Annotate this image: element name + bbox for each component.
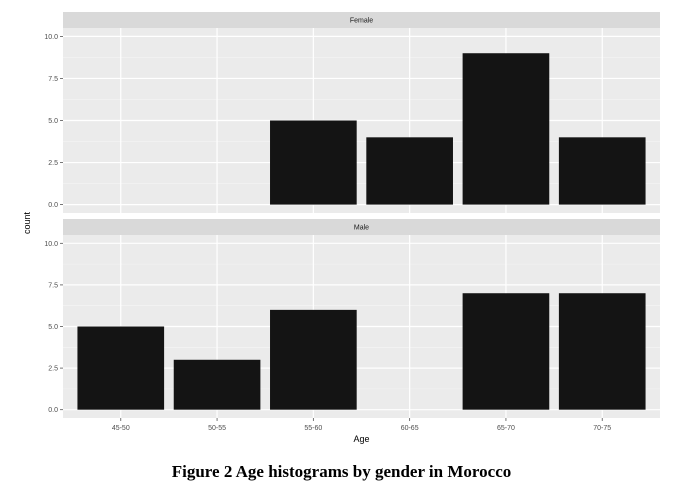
x-tick-label: 55-60 [304,425,322,432]
y-tick-label: 2.5 [48,366,58,373]
y-tick-label: 10.0 [44,241,58,248]
y-tick-label: 5.0 [48,118,58,125]
bar-male-45-50 [77,326,165,410]
y-tick-label: 2.5 [48,160,58,167]
y-tick-label: 0.0 [48,202,58,209]
chart-panels: Female 0.0 2.5 5.0 7.5 10.0 Male 0.0 2.5 5.0 7.5 10… [44,12,660,432]
y-tick-label: 10.0 [44,34,58,41]
x-tick-label: 60-65 [401,425,419,432]
bar-male-65-70 [462,293,550,410]
y-tick-label: 7.5 [48,76,58,83]
x-tick-label: 50-55 [208,425,226,432]
figure-caption: Figure 2 Age histograms by gender in Mor… [171,462,512,481]
bar-female-55-60 [270,120,357,205]
bar-male-55-60 [270,309,357,410]
facet-strip-female [63,12,660,28]
bar-female-60-65 [366,137,453,205]
x-tick-label: 65-70 [497,425,515,432]
faceted-bar-chart: Female 0.0 2.5 5.0 7.5 10.0 Male 0.0 2.5 5.0 7.5 10… [22,12,660,444]
y-tick-label: 5.0 [48,324,58,331]
y-tick-label: 0.0 [48,407,58,414]
facet-label: Female [350,18,373,25]
bar-female-65-70 [462,53,550,205]
x-axis-title: Age [353,434,369,444]
facet-label: Male [354,225,369,232]
bar-male-70-75 [558,293,646,410]
x-tick-label: 70-75 [593,425,611,432]
y-tick-label: 7.5 [48,282,58,289]
bar-female-70-75 [558,137,646,205]
bar-male-50-55 [173,359,261,410]
y-axis-title: count [22,211,32,234]
facet-strip-male [63,219,660,235]
x-tick-label: 45-50 [112,425,130,432]
